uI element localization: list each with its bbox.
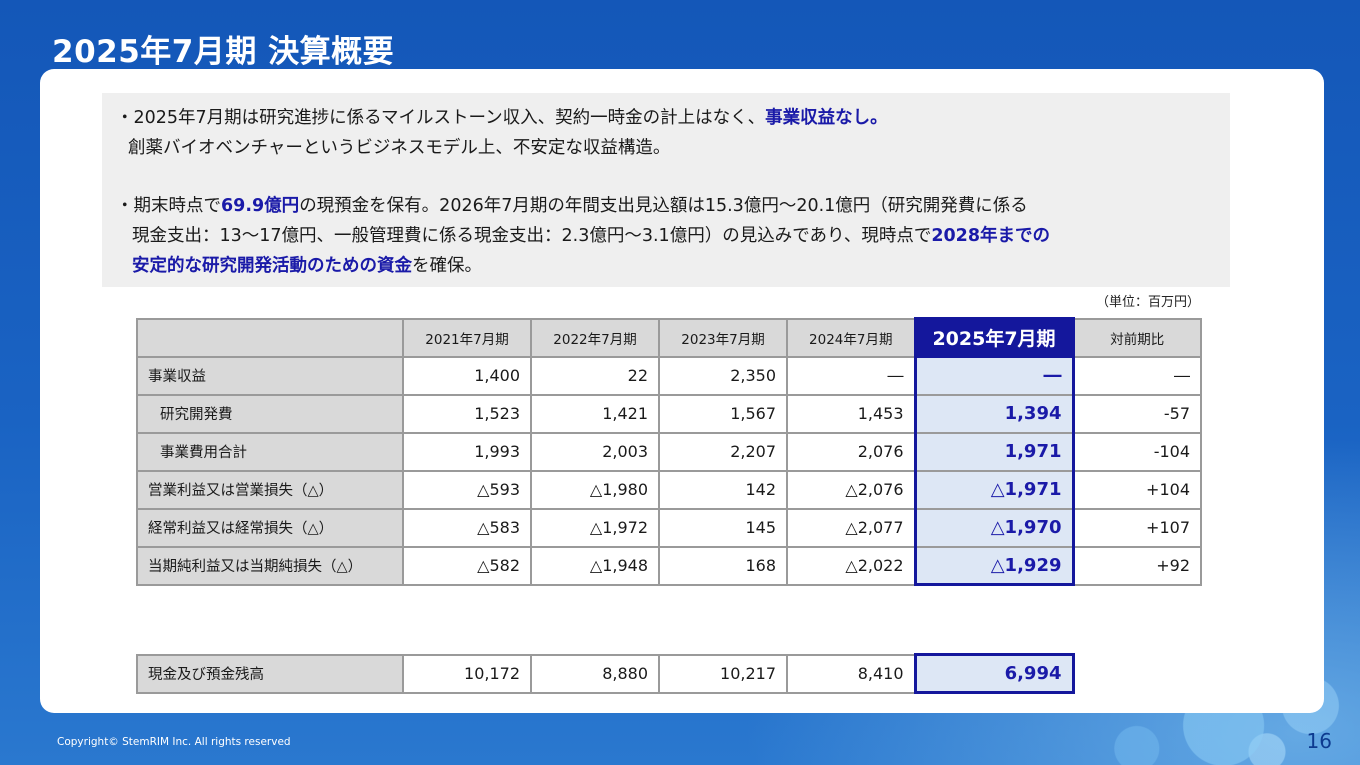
table-cell-current: △1,929 [913, 545, 1075, 586]
table-cell: 1,453 [786, 393, 916, 434]
table-row: 経常利益又は経常損失（△） △583 △1,972 145 △2,077 △1,… [136, 507, 1202, 548]
row-label: 経常利益又は経常損失（△） [136, 507, 404, 548]
header-fy2023: 2023年7月期 [658, 317, 788, 358]
table-cell: 142 [658, 469, 788, 510]
summary-highlight: 事業収益なし。 [765, 108, 888, 128]
table-cell-current: 1,971 [913, 431, 1075, 472]
summary-highlight: 69.9億円 [221, 196, 300, 216]
summary-text: の現預金を保有。2026年7月期の年間支出見込額は15.3億円～20.1億円（研… [299, 196, 1028, 216]
table-cell-yoy: -57 [1072, 393, 1202, 434]
table-cell-yoy: -104 [1072, 431, 1202, 472]
table-cell: ― [786, 355, 916, 396]
row-label: 現金及び預金残高 [136, 653, 404, 694]
table-cell: △593 [402, 469, 532, 510]
summary-text: ・2025年7月期は研究進捗に係るマイルストーン収入、契約一時金の計上はなく、 [116, 108, 766, 128]
table-row: 事業費用合計 1,993 2,003 2,207 2,076 1,971 -10… [136, 431, 1202, 472]
header-fy2024: 2024年7月期 [786, 317, 916, 358]
summary-text: を確保。 [412, 256, 482, 276]
table-cell: △1,972 [530, 507, 660, 548]
table-cell: △2,076 [786, 469, 916, 510]
summary-line-2: 創薬バイオベンチャーというビジネスモデル上、不安定な収益構造。 [128, 138, 671, 158]
table-row: 研究開発費 1,523 1,421 1,567 1,453 1,394 -57 [136, 393, 1202, 434]
row-label: 事業収益 [136, 355, 404, 396]
table-cell: 22 [530, 355, 660, 396]
table-cell-yoy: +107 [1072, 507, 1202, 548]
spacer [116, 163, 1216, 191]
table-cell-current: △1,970 [913, 507, 1075, 548]
financial-table: 2021年7月期 2022年7月期 2023年7月期 2024年7月期 2025… [136, 317, 1202, 586]
page-number: 16 [1306, 729, 1332, 753]
table-cell: 2,207 [658, 431, 788, 472]
table-cell: △583 [402, 507, 532, 548]
table-cell: △2,077 [786, 507, 916, 548]
table-cell: 2,003 [530, 431, 660, 472]
table-cell-current: 1,394 [913, 393, 1075, 434]
header-yoy: 対前期比 [1072, 317, 1202, 358]
table-row: 当期純利益又は当期純損失（△） △582 △1,948 168 △2,022 △… [136, 545, 1202, 586]
table-cell: △2,022 [786, 545, 916, 586]
page-title: 2025年7月期 決算概要 [52, 34, 395, 70]
table-cell: 10,172 [402, 653, 532, 694]
table-cell: 168 [658, 545, 788, 586]
summary-highlight: 2028年までの [931, 226, 1051, 246]
header-fy2022: 2022年7月期 [530, 317, 660, 358]
header-fy2021: 2021年7月期 [402, 317, 532, 358]
summary-text: ・期末時点で [116, 196, 221, 216]
table-cell: 2,350 [658, 355, 788, 396]
header-blank [136, 317, 404, 358]
cash-table: 現金及び預金残高 10,172 8,880 10,217 8,410 6,994 [136, 653, 1075, 694]
table-cell: 1,567 [658, 393, 788, 434]
table-cell-current: 6,994 [913, 653, 1075, 694]
row-label: 事業費用合計 [136, 431, 404, 472]
row-label: 当期純利益又は当期純損失（△） [136, 545, 404, 586]
table-cell: △582 [402, 545, 532, 586]
table-cell: 8,880 [530, 653, 660, 694]
summary-box: ・2025年7月期は研究進捗に係るマイルストーン収入、契約一時金の計上はなく、事… [102, 93, 1230, 287]
summary-line-1: ・2025年7月期は研究進捗に係るマイルストーン収入、契約一時金の計上はなく、事… [116, 103, 1216, 133]
header-fy2025: 2025年7月期 [913, 317, 1075, 358]
table-cell: △1,948 [530, 545, 660, 586]
table-cell-yoy: +104 [1072, 469, 1202, 510]
table-cell-current: ― [913, 355, 1075, 396]
table-cell: 10,217 [658, 653, 788, 694]
summary-line-5: 安定的な研究開発活動のための資金を確保。 [116, 251, 1216, 281]
table-cell-yoy: +92 [1072, 545, 1202, 586]
table-cell: 145 [658, 507, 788, 548]
table-cell: 1,993 [402, 431, 532, 472]
table-cell-current: △1,971 [913, 469, 1075, 510]
summary-text: 現金支出：13～17億円、一般管理費に係る現金支出：2.3億円～3.1億円）の見… [132, 226, 932, 246]
table-cell: △1,980 [530, 469, 660, 510]
summary-line-4: 現金支出：13～17億円、一般管理費に係る現金支出：2.3億円～3.1億円）の見… [116, 221, 1216, 251]
table-cell: 1,400 [402, 355, 532, 396]
table-row: 事業収益 1,400 22 2,350 ― ― ― [136, 355, 1202, 396]
summary-line-3: ・期末時点で69.9億円の現預金を保有。2026年7月期の年間支出見込額は15.… [116, 191, 1216, 221]
table-cell-yoy: ― [1072, 355, 1202, 396]
table-cell: 1,523 [402, 393, 532, 434]
row-label: 研究開発費 [136, 393, 404, 434]
copyright: Copyright© StemRIM Inc. All rights reser… [57, 736, 291, 748]
row-label: 営業利益又は営業損失（△） [136, 469, 404, 510]
table-row: 営業利益又は営業損失（△） △593 △1,980 142 △2,076 △1,… [136, 469, 1202, 510]
table-header-row: 2021年7月期 2022年7月期 2023年7月期 2024年7月期 2025… [136, 317, 1202, 358]
table-cell: 1,421 [530, 393, 660, 434]
table-cell: 2,076 [786, 431, 916, 472]
table-cell: 8,410 [786, 653, 916, 694]
unit-note: （単位：百万円） [1095, 295, 1200, 310]
table-row: 現金及び預金残高 10,172 8,880 10,217 8,410 6,994 [136, 653, 1075, 694]
summary-highlight: 安定的な研究開発活動のための資金 [132, 256, 412, 276]
content-card: ・2025年7月期は研究進捗に係るマイルストーン収入、契約一時金の計上はなく、事… [40, 69, 1324, 713]
